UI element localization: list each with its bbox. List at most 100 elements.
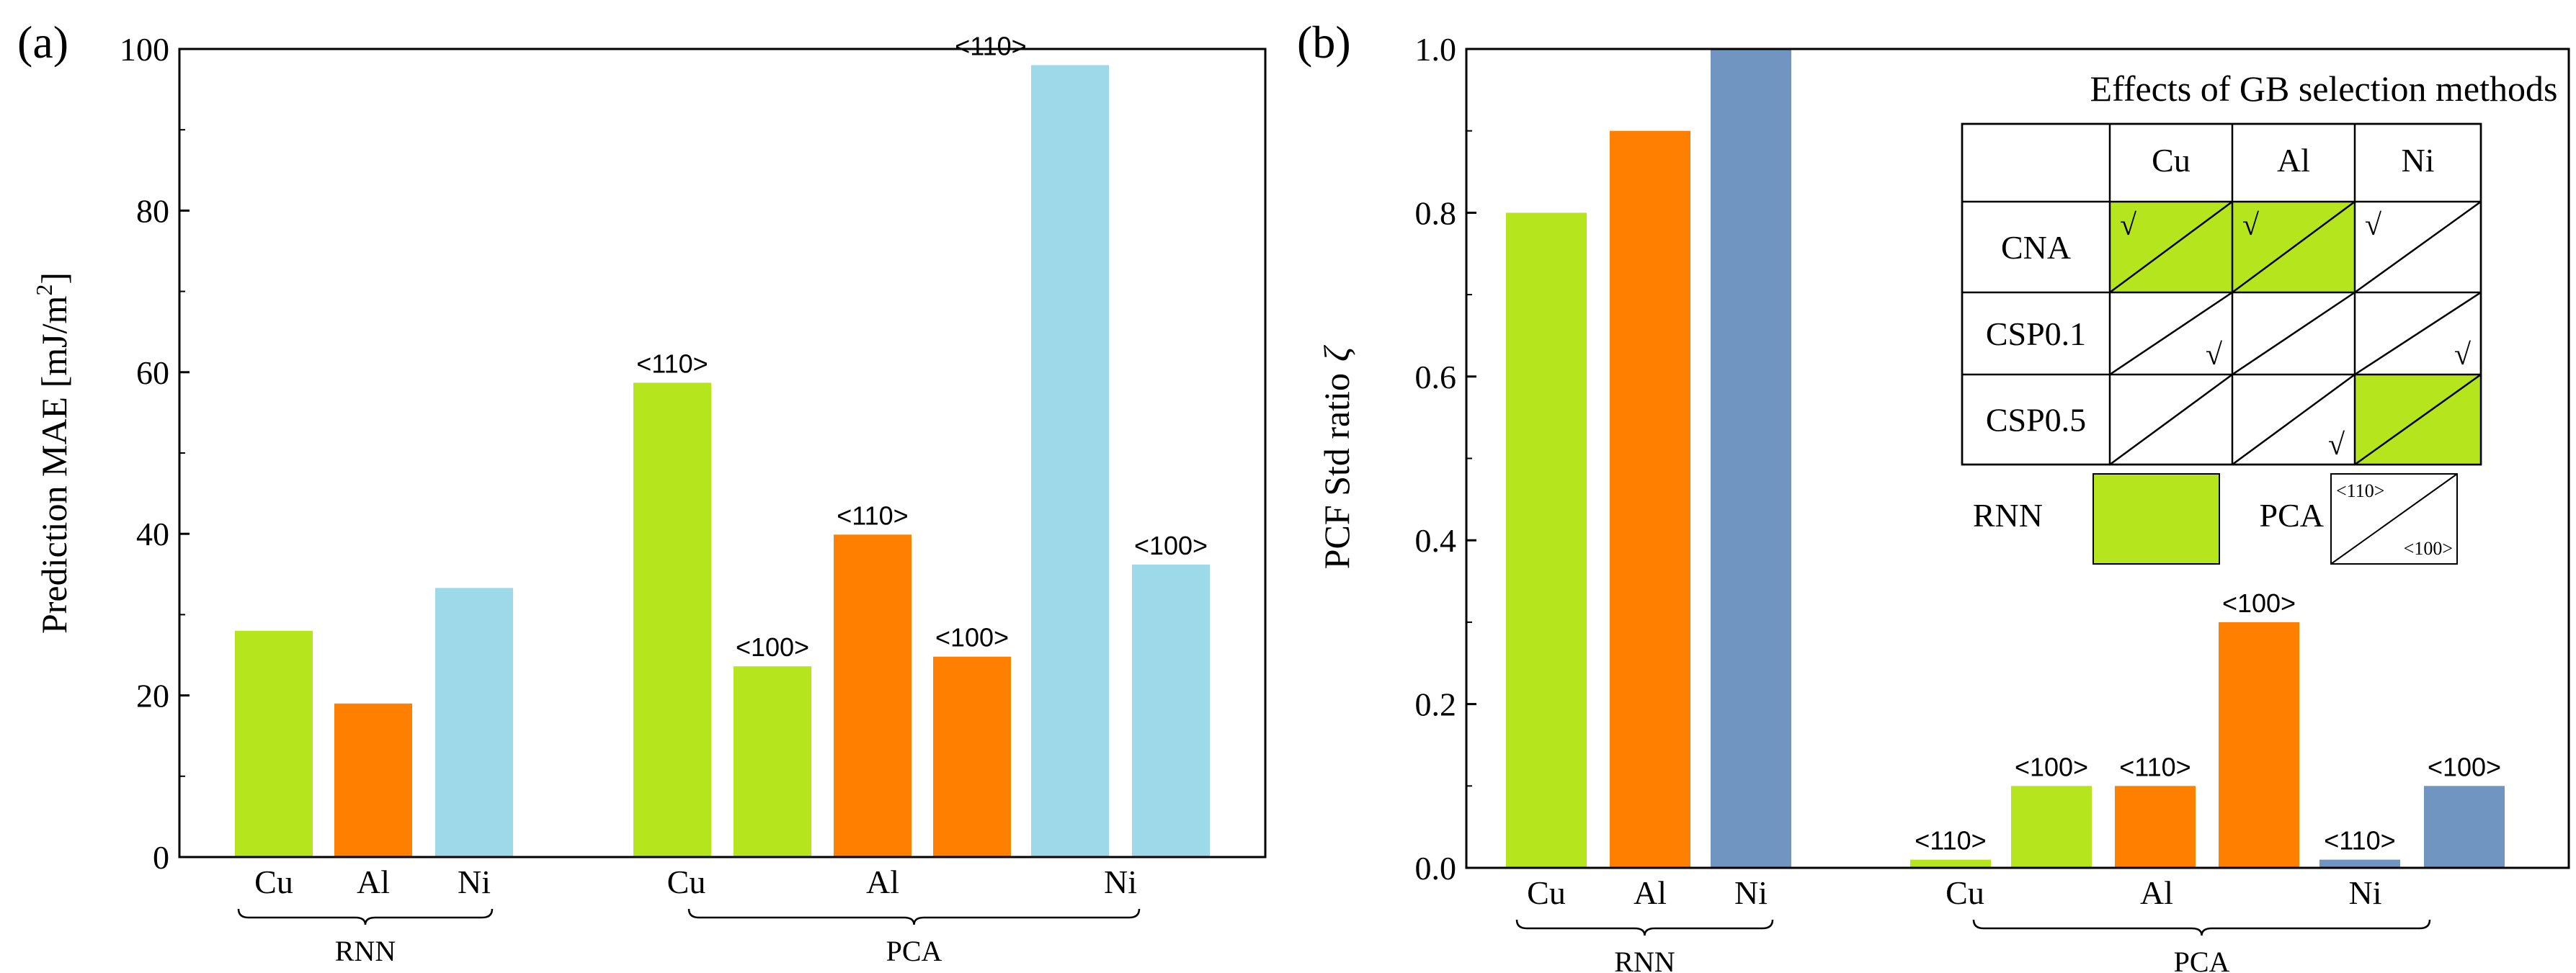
bar-direction-label: <100> — [736, 632, 809, 662]
inset-row-header: CNA — [2001, 229, 2071, 266]
inset-cell-diagonal — [2354, 291, 2482, 376]
panel-b-label: (b) — [1297, 17, 1351, 68]
bar-pca-cu100 — [734, 666, 811, 857]
legend-pca-lower: <100> — [2404, 538, 2453, 559]
x-category-label: Al — [1634, 874, 1667, 911]
bar-pca-ni110 — [2319, 859, 2400, 868]
bar-pca-al110 — [834, 534, 912, 857]
bar-rnn-al — [1610, 130, 1690, 868]
inset-cell-diagonal — [2232, 373, 2356, 466]
y-tick-label: 20 — [136, 678, 169, 714]
x-category-label: Ni — [1734, 874, 1768, 911]
bar-pca-cu110 — [633, 382, 711, 857]
inset-cell-diagonal — [2232, 200, 2356, 294]
x-category-label: Ni — [2349, 874, 2382, 911]
inset-row-header: CSP0.5 — [1986, 402, 2086, 439]
y-tick-label: 0 — [153, 839, 169, 876]
bar-rnn-ni — [1711, 49, 1791, 868]
inset-column-header: Al — [2277, 142, 2310, 179]
inset-check-100: √ — [2206, 338, 2223, 372]
bar-pca-al100 — [933, 656, 1011, 857]
group-brace — [687, 908, 1141, 925]
x-category-label: Cu — [667, 864, 706, 900]
inset-row-header: CSP0.1 — [1986, 315, 2086, 352]
inset-legend: RNN PCA <110> <100> — [1973, 473, 2458, 565]
bar-rnn-al — [334, 703, 412, 857]
bar-pca-cu100 — [2011, 786, 2092, 868]
x-category-label: Ni — [458, 864, 491, 900]
y-tick-label: 0.6 — [1415, 359, 1457, 395]
inset-cell-diagonal — [2354, 373, 2482, 466]
inset-cell-diagonal — [2354, 200, 2482, 294]
x-category-label: Cu — [1946, 874, 1984, 911]
panel-b-bars: <110> <100> <110> <100> <110> <100> — [1506, 49, 2505, 868]
bar-rnn-ni — [435, 588, 513, 857]
y-tick-label: 0.4 — [1415, 522, 1457, 559]
bar-direction-label: <100> — [1134, 531, 1208, 560]
inset-check-100: √ — [2454, 338, 2472, 372]
inset-check-110: √ — [2365, 209, 2382, 242]
group-label: PCA — [886, 935, 942, 967]
bar-direction-label: <110> — [2119, 752, 2191, 781]
y-tick-label: 80 — [136, 192, 169, 229]
x-category-label: Cu — [254, 864, 293, 900]
panel-b: (b) <110><100> <110><100><110><100> 0.00.… — [1297, 17, 2570, 973]
inset-cell-diagonal — [2232, 291, 2356, 376]
panel-a-label: (a) — [17, 17, 68, 68]
group-brace — [237, 908, 494, 925]
inset-grid: √ √ √ √ √ √ Cu Al Ni CNA CSP0.1 CSP0.5 — [1961, 122, 2482, 466]
bar-pca-ni100 — [1132, 564, 1210, 857]
x-category-label: Cu — [1527, 874, 1566, 911]
group-brace — [1972, 919, 2431, 936]
panel-a: (a) <110> <100> <110> <100> <110> <100> 0 20 40… — [17, 17, 1267, 967]
group-label: RNN — [1614, 946, 1675, 973]
legend-rnn-label: RNN — [1973, 497, 2043, 534]
bar-direction-label: <110> — [1915, 826, 1986, 856]
legend-rnn-swatch — [2093, 473, 2220, 565]
y-tick-label: 100 — [120, 31, 169, 68]
panel-a-y-axis-title: Prediction MAE [mJ/m2] — [31, 272, 74, 634]
y-tick-label: 60 — [136, 354, 169, 391]
x-category-label: Ni — [1104, 864, 1137, 900]
x-category-label: Al — [357, 864, 390, 900]
bar-direction-label: <100> — [935, 623, 1009, 653]
x-category-label: Al — [866, 864, 899, 900]
bar-direction-label: <110> — [955, 31, 1026, 60]
inset-column-header: Cu — [2152, 142, 2191, 179]
y-tick-label: 1.0 — [1415, 31, 1457, 68]
panel-a-y-axis: 0 20 40 60 80 100 — [120, 31, 190, 876]
legend-pca-upper: <110> — [2336, 480, 2384, 501]
inset-column-header: Ni — [2402, 142, 2435, 179]
panel-b-y-axis-title: PCF Std ratioζ — [1316, 344, 1357, 569]
bar-pca-ni100 — [2424, 786, 2505, 868]
y-tick-label: 0.8 — [1415, 194, 1457, 231]
inset-cell-diagonal — [2109, 373, 2233, 466]
bar-direction-label: <110> — [2324, 826, 2395, 856]
group-brace — [1515, 919, 1774, 936]
inset-check-100: √ — [2328, 429, 2345, 462]
legend-pca-diagonal — [2330, 473, 2458, 565]
group-label: RNN — [335, 935, 396, 967]
bar-pca-ni110 — [1031, 65, 1109, 858]
bar-pca-cu110 — [1910, 859, 1991, 868]
group-label: PCA — [2174, 946, 2230, 973]
panel-a-bars: <110> <100> <110> <100> <110> <100> — [235, 31, 1210, 858]
y-tick-label: 40 — [136, 516, 169, 552]
inset-cell-diagonal — [2109, 200, 2233, 294]
x-category-label: Al — [2140, 874, 2173, 911]
y-tick-label: 0.0 — [1415, 850, 1457, 887]
bar-direction-label: <110> — [636, 349, 708, 378]
panel-b-y-axis: 0.0 0.2 0.4 0.6 0.8 1.0 — [1415, 31, 1476, 887]
inset-gb-selection-table: Effects of GB selection methods √ √ √ √ √ √ Cu… — [1961, 68, 2557, 565]
bar-direction-label: <110> — [837, 501, 908, 530]
inset-check-110: √ — [2242, 209, 2260, 242]
bar-direction-label: <100> — [2222, 588, 2296, 618]
inset-cell-diagonal — [2109, 291, 2233, 376]
bar-rnn-cu — [235, 630, 313, 857]
legend-pca-label: PCA — [2260, 497, 2324, 534]
bar-direction-label: <100> — [2428, 752, 2501, 781]
y-tick-label: 0.2 — [1415, 686, 1457, 723]
inset-check-110: √ — [2120, 209, 2137, 242]
bar-pca-al110 — [2115, 786, 2196, 868]
